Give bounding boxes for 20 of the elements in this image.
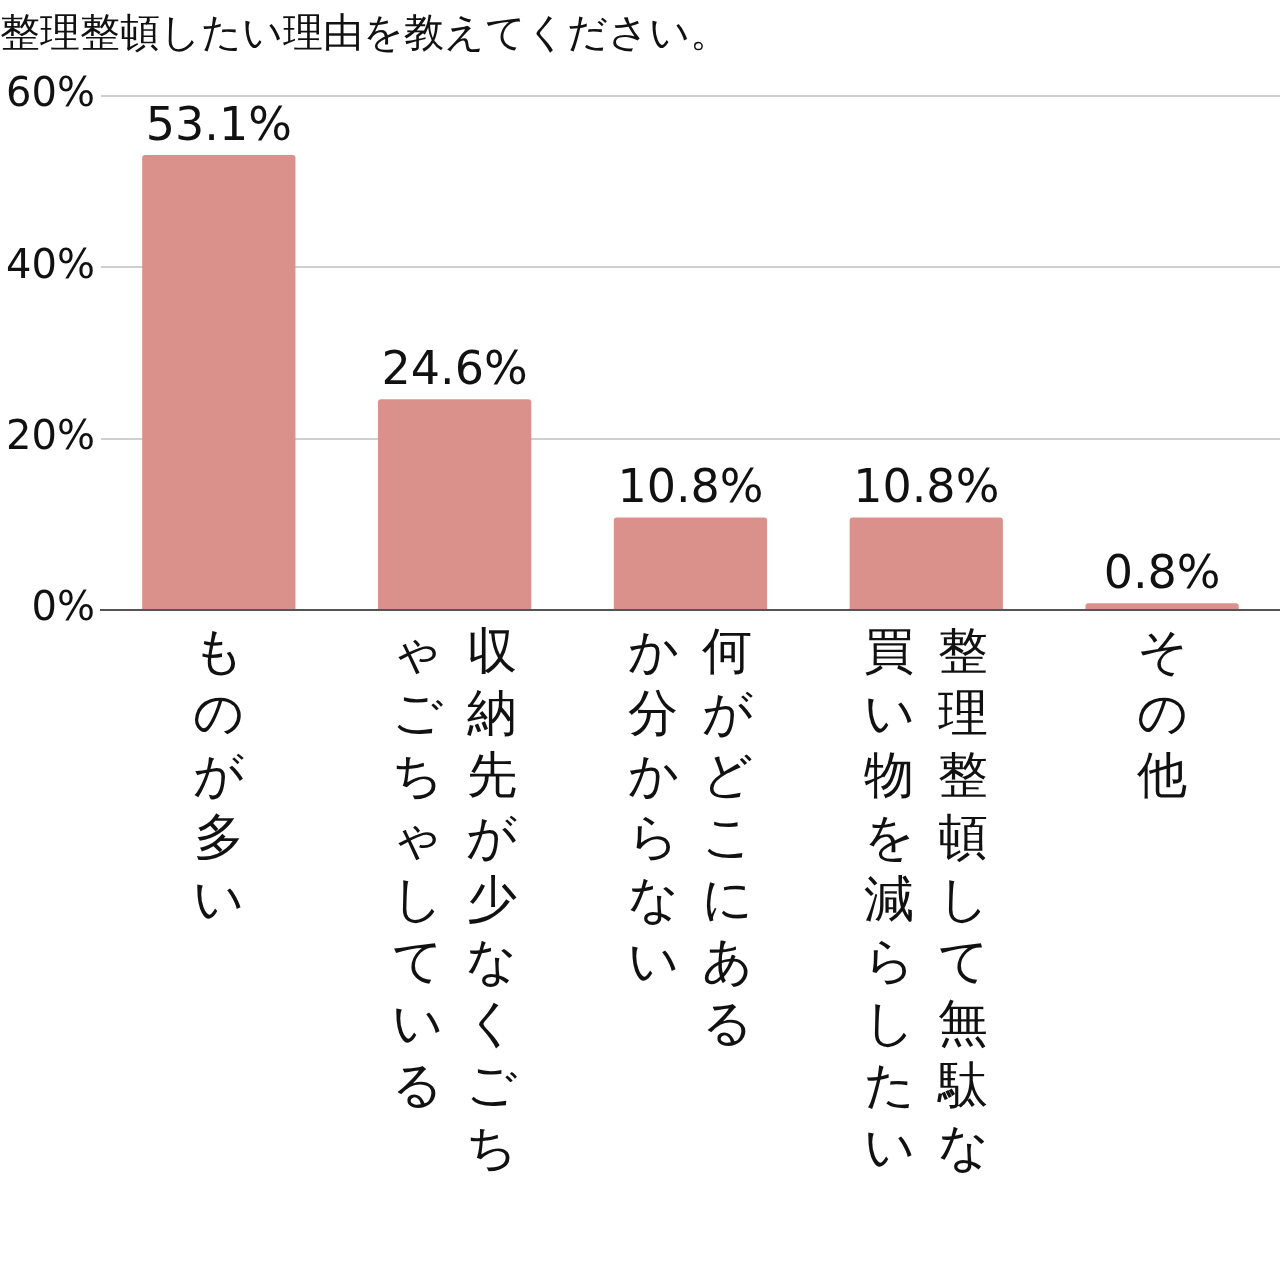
data-label: 0.8% [1103,545,1221,600]
y-tick-label: 0% [31,583,95,630]
y-tick-label: 60% [6,69,95,116]
category-label: 収納先が少なくごちゃごちゃしている [392,622,518,1176]
x-tick-label: その他 [1135,621,1189,806]
bar [613,517,768,609]
data-label: 53.1% [145,97,292,152]
bar [142,155,296,609]
bar [377,399,532,609]
y-tick-label: 20% [6,412,95,459]
x-tick-label: ものが多い [192,621,246,930]
data-label: 24.6% [381,341,528,396]
category-label: 何がどこにあるか分からない [627,622,753,1052]
data-label: 10.8% [617,459,764,514]
chart-title: 整理整頓したい理由を教えてください。 [0,9,730,56]
bar [849,517,1003,609]
category-label: 整理整頓して無駄な買い物を減らしたい [863,622,989,1176]
data-label: 10.8% [853,459,1000,514]
y-tick-label: 40% [6,240,95,287]
bar [1085,603,1239,609]
